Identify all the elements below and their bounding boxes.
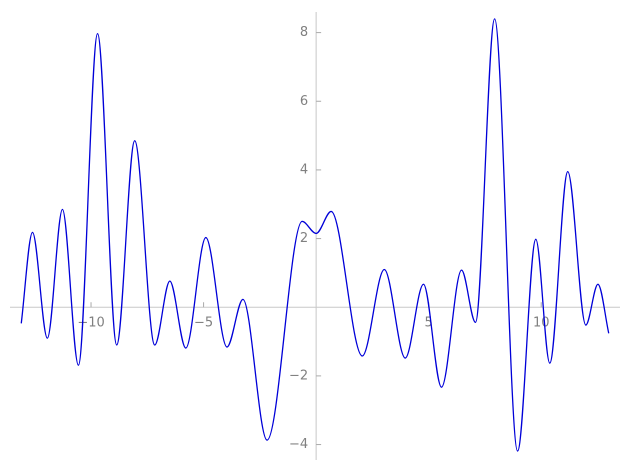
y-tick-label: 8 [300,25,308,40]
line [20,18,610,452]
y-tick-label: 4 [300,162,308,177]
y-tick-label: 2 [300,231,308,246]
x-tick-label: −5 [194,316,213,331]
y-tick-label: 6 [300,94,308,109]
x-tick-label: −10 [77,316,104,331]
x-tick-label: 5 [425,316,433,331]
x-tick-label: 10 [533,316,550,331]
y-tick-label: −2 [289,368,308,383]
y-tick-label: −4 [289,437,308,452]
